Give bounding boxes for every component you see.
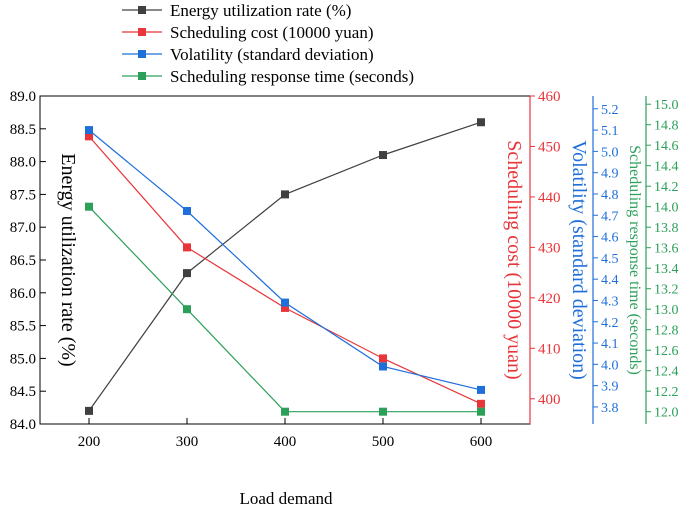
legend-marker-1 bbox=[138, 6, 146, 14]
left-axis-tick-label: 86.0 bbox=[10, 286, 36, 302]
right1-axis-tick-label: 430 bbox=[538, 240, 561, 256]
right3-axis-tick-label: 14.4 bbox=[654, 160, 679, 175]
series-2-point bbox=[281, 303, 289, 312]
legend-label-1: Energy utilization rate (%) bbox=[170, 1, 351, 20]
series-4-point bbox=[281, 407, 289, 416]
right3-axis-tick-label: 12.6 bbox=[654, 344, 679, 359]
x-axis-tick-label: 300 bbox=[176, 434, 199, 450]
series-line-3 bbox=[88, 129, 482, 391]
right3-axis-tick-label: 15.0 bbox=[654, 98, 679, 113]
series-line-1 bbox=[88, 121, 482, 412]
right1-axis-tick-label: 450 bbox=[538, 139, 561, 155]
right2-axis-tick-label: 4.9 bbox=[601, 167, 619, 182]
right2-axis-tick-label: 3.8 bbox=[601, 401, 619, 416]
x-axis-tick-label: 500 bbox=[372, 434, 395, 450]
right2-axis-tick-label: 4.2 bbox=[601, 316, 619, 331]
right3-axis-tick-label: 13.8 bbox=[654, 221, 679, 236]
series-2-point bbox=[379, 354, 387, 363]
left-axis-label: Energy utilization rate (%) bbox=[57, 153, 79, 366]
series-layer bbox=[85, 118, 485, 416]
right1-axis-tick-label: 460 bbox=[538, 89, 561, 105]
right2-axis-tick-label: 4.8 bbox=[601, 188, 619, 203]
right3-axis-tick-label: 12.0 bbox=[654, 406, 679, 421]
right3-axis-tick-label: 14.6 bbox=[654, 139, 679, 154]
left-axis-tick-label: 87.5 bbox=[10, 187, 36, 203]
left-axis-tick-label: 86.5 bbox=[10, 253, 36, 269]
right1-axis-tick-label: 420 bbox=[538, 291, 561, 307]
left-axis-tick-label: 85.5 bbox=[10, 319, 36, 335]
left-axis-tick-label: 88.5 bbox=[10, 122, 36, 138]
right3-axis-tick-label: 13.2 bbox=[654, 283, 679, 298]
series-1-point bbox=[281, 190, 289, 199]
right3-axis-tick-label: 12.4 bbox=[654, 365, 679, 380]
series-2-point bbox=[85, 132, 93, 141]
right2-axis-tick-label: 5.1 bbox=[601, 124, 619, 139]
left-axis-tick-label: 84.0 bbox=[10, 417, 36, 433]
right2-axis-tick-label: 4.6 bbox=[601, 231, 619, 246]
right2-axis-tick-label: 3.9 bbox=[601, 380, 619, 395]
right2-axis-tick-label: 4.5 bbox=[601, 252, 619, 267]
right2-axis-tick-label: 4.4 bbox=[601, 273, 619, 288]
right2-axis-tick-label: 4.0 bbox=[601, 358, 619, 373]
response-time-axis-label: Scheduling response time (seconds) bbox=[626, 145, 643, 375]
right3-axis-tick-label: 13.0 bbox=[654, 303, 679, 318]
right3-axis-tick-label: 14.8 bbox=[654, 119, 679, 134]
series-3-point bbox=[379, 362, 387, 371]
series-4-point bbox=[477, 407, 485, 416]
right1-axis-tick-label: 410 bbox=[538, 341, 561, 357]
volatility-axis-label: Volatility (standard deviation) bbox=[568, 140, 590, 380]
right2-axis-tick-label: 4.1 bbox=[601, 337, 619, 352]
series-3-point bbox=[85, 126, 93, 135]
series-4-point bbox=[183, 305, 191, 314]
series-3-point bbox=[281, 298, 289, 307]
legend-label-2: Scheduling cost (10000 yuan) bbox=[170, 23, 374, 42]
series-2-point bbox=[477, 399, 485, 408]
series-1-point bbox=[85, 406, 93, 415]
series-4-point bbox=[85, 202, 93, 211]
x-axis: 200 300 400 500 600 bbox=[78, 418, 493, 450]
series-3-point bbox=[477, 385, 485, 394]
series-1-point bbox=[379, 151, 387, 160]
series-1-point bbox=[183, 269, 191, 278]
x-axis-label: Load demand bbox=[240, 489, 333, 508]
right2-axis-tick-label: 4.3 bbox=[601, 294, 619, 309]
right2-axis-tick-label: 5.2 bbox=[601, 103, 619, 118]
cost-axis-label: Scheduling cost (10000 yuan) bbox=[503, 140, 525, 379]
legend: Energy utilization rate (%) Scheduling co… bbox=[122, 1, 414, 86]
legend-label-3: Volatility (standard deviation) bbox=[170, 45, 374, 64]
left-axis-tick-label: 85.0 bbox=[10, 351, 36, 367]
series-4-point bbox=[379, 407, 387, 416]
volatility-y-axis: 3.8 3.9 4.0 4.1 4.2 4.3 4.4 4.5 4.6 4.7 4.8 4.9 5.0 5… bbox=[592, 96, 619, 424]
right3-axis-tick-label: 14.0 bbox=[654, 201, 679, 216]
series-1-point bbox=[477, 118, 485, 127]
left-axis-tick-label: 87.0 bbox=[10, 220, 36, 236]
right3-axis-tick-label: 12.8 bbox=[654, 324, 679, 339]
right1-axis-tick-label: 400 bbox=[538, 392, 561, 408]
response-time-y-axis: 12.0 12.2 12.4 12.6 12.8 13.0 13.2 13.4 13.6 13.8… bbox=[645, 96, 679, 424]
legend-marker-3 bbox=[138, 50, 146, 58]
series-3-point bbox=[183, 207, 191, 216]
right3-axis-tick-label: 13.6 bbox=[654, 242, 679, 257]
right1-axis-tick-label: 440 bbox=[538, 190, 561, 206]
legend-label-4: Scheduling response time (seconds) bbox=[170, 67, 414, 86]
cost-y-axis: 400 410 420 430 440 450 460 bbox=[529, 89, 561, 424]
x-axis-tick-label: 600 bbox=[470, 434, 493, 450]
right3-axis-tick-label: 12.2 bbox=[654, 385, 679, 400]
right2-axis-tick-label: 5.0 bbox=[601, 145, 619, 160]
legend-marker-4 bbox=[138, 72, 146, 80]
x-axis-tick-label: 400 bbox=[274, 434, 297, 450]
left-axis-tick-label: 89.0 bbox=[10, 89, 36, 105]
x-axis-tick-label: 200 bbox=[78, 434, 101, 450]
legend-marker-2 bbox=[138, 28, 146, 36]
series-line-2 bbox=[88, 136, 482, 405]
right3-axis-tick-label: 13.4 bbox=[654, 262, 679, 277]
right2-axis-tick-label: 4.7 bbox=[601, 209, 619, 224]
left-axis-tick-label: 88.0 bbox=[10, 155, 36, 171]
left-axis-tick-label: 84.5 bbox=[10, 384, 36, 400]
series-2-point bbox=[183, 243, 191, 252]
left-y-axis: 84.0 84.5 85.0 85.5 86.0 86.5 87.0 87.5 88.0 88.5… bbox=[10, 89, 46, 433]
plot-frame bbox=[39, 95, 531, 425]
right3-axis-tick-label: 14.2 bbox=[654, 180, 679, 195]
